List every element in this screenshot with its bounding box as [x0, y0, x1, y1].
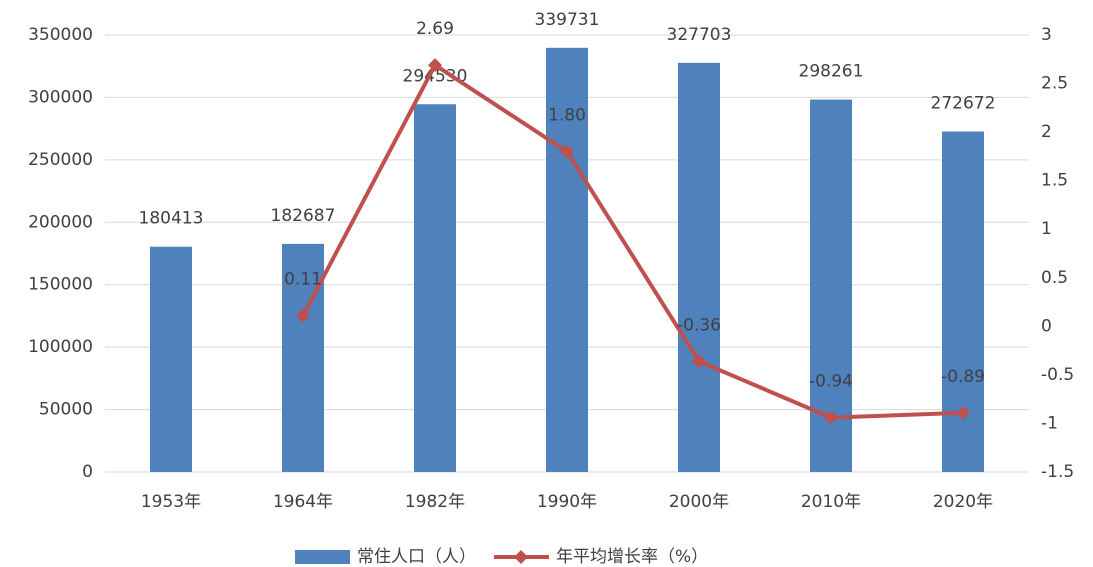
bar-value-label: 339731: [535, 10, 600, 30]
line-value-label: 1.80: [548, 106, 586, 126]
x-tick-label: 2010年: [801, 492, 861, 512]
y2-tick-label: 2: [1041, 122, 1052, 142]
y-tick-label: 0: [82, 462, 93, 482]
y2-tick-label: -0.5: [1041, 365, 1074, 385]
x-tick-label: 1982年: [405, 492, 465, 512]
x-tick-label: 1990年: [537, 492, 597, 512]
bar-value-label: 182687: [271, 206, 336, 226]
x-tick-label: 1953年: [141, 492, 201, 512]
line-marker: [956, 405, 970, 420]
line-marker: [824, 410, 838, 425]
bar: [942, 131, 984, 472]
y-tick-label: 50000: [39, 400, 93, 420]
y-tick-label: 350000: [28, 25, 93, 45]
line-value-label: 2.69: [416, 19, 454, 39]
bar: [414, 104, 456, 473]
line-value-label: -0.94: [809, 372, 853, 392]
legend-label: 年平均增长率（%）: [556, 547, 708, 567]
y-tick-label: 300000: [28, 87, 93, 107]
bar: [282, 243, 324, 472]
line-marker: [692, 354, 706, 369]
x-tick-label: 2000年: [669, 492, 729, 512]
x-tick-label: 1964年: [273, 492, 333, 512]
y2-tick-label: 2.5: [1041, 74, 1068, 94]
line-marker: [296, 308, 310, 323]
line-marker: [560, 144, 574, 159]
line-value-label: 0.11: [284, 270, 322, 290]
line: [301, 63, 964, 420]
line-value-label: -0.36: [677, 315, 721, 335]
line-marker: [428, 58, 442, 73]
bar-value-label: 298261: [799, 62, 864, 82]
bar-value-label: 327703: [667, 25, 732, 45]
bar-value-label: 294530: [403, 66, 468, 86]
y-tick-label: 150000: [28, 275, 93, 295]
bar: [150, 246, 192, 472]
line-value-label: -0.89: [941, 367, 985, 387]
bar-value-label: 272672: [931, 94, 996, 114]
bar: [678, 62, 720, 473]
y2-tick-label: 0: [1041, 316, 1052, 336]
y-tick-label: 100000: [28, 337, 93, 357]
legend-marker: [514, 550, 528, 564]
y2-tick-label: -1.5: [1041, 462, 1074, 482]
y2-tick-label: 3: [1041, 25, 1052, 45]
bar: [546, 47, 588, 472]
y2-tick-label: 1: [1041, 219, 1052, 239]
y-tick-label: 250000: [28, 150, 93, 170]
bar-value-label: 180413: [139, 209, 204, 229]
y2-tick-label: 1.5: [1041, 171, 1068, 191]
legend-swatch: [295, 550, 350, 564]
y2-tick-label: -1: [1041, 413, 1058, 433]
y2-tick-label: 0.5: [1041, 268, 1068, 288]
x-tick-label: 2020年: [933, 492, 993, 512]
y-tick-label: 200000: [28, 212, 93, 232]
legend-label: 常住人口（人）: [357, 547, 476, 567]
